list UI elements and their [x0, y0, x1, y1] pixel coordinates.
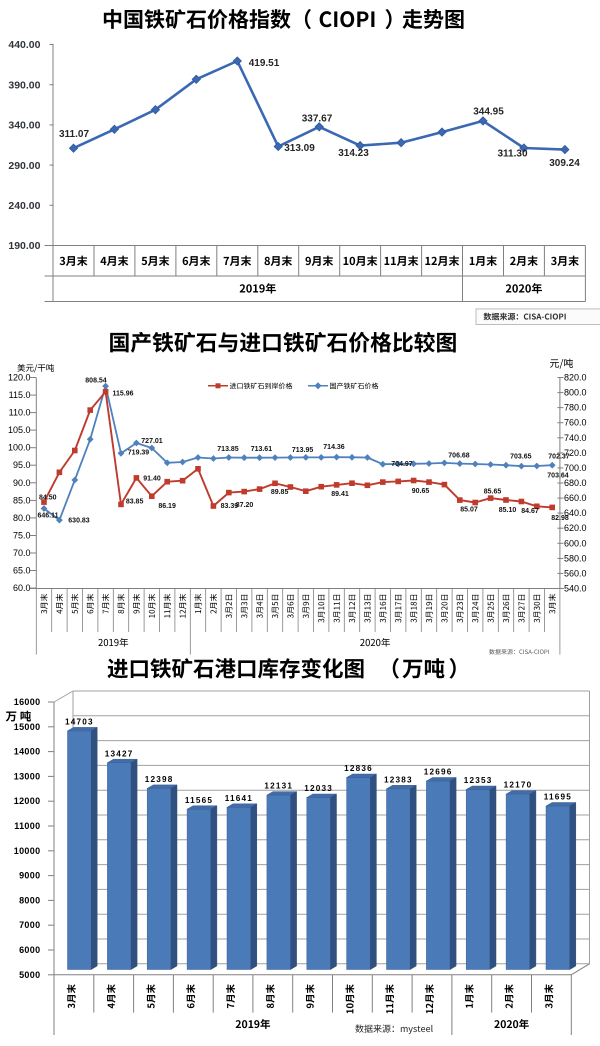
svg-text:115.0: 115.0 [9, 390, 31, 400]
svg-text:240.00: 240.00 [8, 200, 40, 212]
svg-text:14000: 14000 [14, 747, 41, 757]
svg-text:11641: 11641 [225, 794, 253, 803]
svg-text:311.30: 311.30 [497, 149, 527, 160]
svg-text:702.37: 702.37 [548, 453, 570, 460]
svg-text:85.65: 85.65 [484, 488, 502, 495]
svg-text:540.0: 540.0 [564, 584, 587, 594]
svg-text:309.24: 309.24 [549, 158, 580, 169]
svg-text:600.0: 600.0 [564, 538, 587, 548]
svg-text:190.00: 190.00 [8, 240, 40, 252]
svg-text:90.0: 90.0 [13, 478, 31, 488]
svg-text:91.40: 91.40 [143, 475, 161, 482]
svg-text:727.01: 727.01 [141, 438, 163, 445]
svg-text:700.0: 700.0 [564, 463, 587, 473]
svg-text:12836: 12836 [344, 764, 373, 773]
svg-text:120.0: 120.0 [8, 373, 31, 383]
svg-text:12398: 12398 [145, 775, 174, 784]
svg-text:95.0: 95.0 [13, 460, 31, 470]
svg-text:340.00: 340.00 [8, 120, 40, 132]
svg-text:714.36: 714.36 [323, 444, 345, 451]
svg-text:314.23: 314.23 [338, 148, 369, 159]
svg-text:6000: 6000 [19, 945, 40, 955]
svg-text:720.0: 720.0 [564, 448, 587, 458]
svg-text:14703: 14703 [65, 718, 94, 727]
svg-text:84.50: 84.50 [39, 495, 57, 502]
svg-text:85.0: 85.0 [13, 495, 31, 505]
svg-text:100.0: 100.0 [8, 443, 31, 453]
svg-text:12383: 12383 [384, 775, 413, 784]
svg-text:70.0: 70.0 [13, 548, 31, 558]
svg-text:8000: 8000 [19, 895, 40, 905]
svg-text:83.39: 83.39 [221, 503, 239, 510]
svg-text:646.11: 646.11 [37, 513, 58, 520]
svg-text:65.0: 65.0 [13, 566, 31, 576]
svg-text:390.00: 390.00 [8, 79, 40, 91]
svg-text:11565: 11565 [185, 796, 213, 805]
svg-text:713.61: 713.61 [251, 446, 273, 453]
svg-text:10000: 10000 [14, 846, 41, 856]
svg-text:11000: 11000 [14, 821, 40, 831]
svg-text:12696: 12696 [424, 768, 453, 777]
svg-text:12353: 12353 [464, 776, 493, 785]
svg-text:630.83: 630.83 [68, 517, 90, 524]
svg-text:60.0: 60.0 [13, 583, 31, 593]
svg-text:90.65: 90.65 [412, 488, 430, 495]
svg-text:105.0: 105.0 [8, 425, 31, 435]
svg-text:87.20: 87.20 [236, 502, 254, 509]
svg-text:9000: 9000 [19, 871, 40, 881]
svg-text:12033: 12033 [304, 784, 333, 793]
svg-text:560.0: 560.0 [564, 568, 587, 578]
svg-text:16000: 16000 [14, 697, 41, 707]
svg-text:311.07: 311.07 [59, 129, 89, 140]
svg-text:12000: 12000 [14, 796, 41, 806]
svg-text:85.07: 85.07 [460, 507, 478, 514]
svg-text:86.19: 86.19 [158, 503, 176, 510]
svg-text:337.67: 337.67 [302, 114, 333, 125]
svg-text:89.41: 89.41 [331, 491, 349, 498]
svg-text:15000: 15000 [14, 722, 41, 732]
svg-text:760.0: 760.0 [564, 418, 587, 428]
svg-text:84.67: 84.67 [521, 508, 539, 515]
svg-text:11695: 11695 [544, 793, 572, 802]
svg-text:706.68: 706.68 [448, 453, 470, 460]
svg-text:719.39: 719.39 [128, 449, 150, 456]
svg-text:13000: 13000 [14, 771, 41, 781]
svg-text:440.00: 440.00 [8, 39, 40, 51]
svg-text:419.51: 419.51 [249, 58, 280, 69]
svg-text:89.85: 89.85 [271, 489, 289, 496]
svg-text:82.98: 82.98 [551, 515, 569, 522]
svg-text:13427: 13427 [105, 749, 134, 758]
svg-text:820.0: 820.0 [564, 373, 587, 383]
svg-text:344.95: 344.95 [473, 107, 504, 118]
svg-text:713.95: 713.95 [292, 447, 314, 454]
svg-text:703.64: 703.64 [547, 472, 569, 479]
svg-text:713.85: 713.85 [217, 446, 239, 453]
svg-text:110.0: 110.0 [9, 408, 31, 418]
svg-text:800.0: 800.0 [564, 388, 587, 398]
svg-text:620.0: 620.0 [564, 523, 587, 533]
svg-text:115.96: 115.96 [112, 390, 133, 397]
svg-text:290.00: 290.00 [8, 160, 40, 172]
svg-text:660.0: 660.0 [564, 493, 587, 503]
svg-text:740.0: 740.0 [564, 433, 587, 443]
svg-text:808.54: 808.54 [85, 378, 107, 385]
svg-text:12131: 12131 [264, 782, 293, 791]
svg-text:5000: 5000 [19, 970, 40, 980]
svg-text:680.0: 680.0 [564, 478, 587, 488]
svg-text:12170: 12170 [504, 781, 533, 790]
svg-text:85.10: 85.10 [499, 507, 517, 514]
svg-text:7000: 7000 [19, 920, 40, 930]
svg-text:704.97: 704.97 [391, 461, 413, 468]
svg-text:80.0: 80.0 [13, 513, 31, 523]
svg-text:703.65: 703.65 [510, 453, 532, 460]
svg-text:580.0: 580.0 [564, 553, 587, 563]
svg-text:75.0: 75.0 [13, 531, 31, 541]
svg-text:83.85: 83.85 [126, 499, 144, 506]
svg-text:313.09: 313.09 [284, 143, 315, 154]
svg-text:640.0: 640.0 [564, 508, 587, 518]
svg-text:780.0: 780.0 [564, 403, 587, 413]
